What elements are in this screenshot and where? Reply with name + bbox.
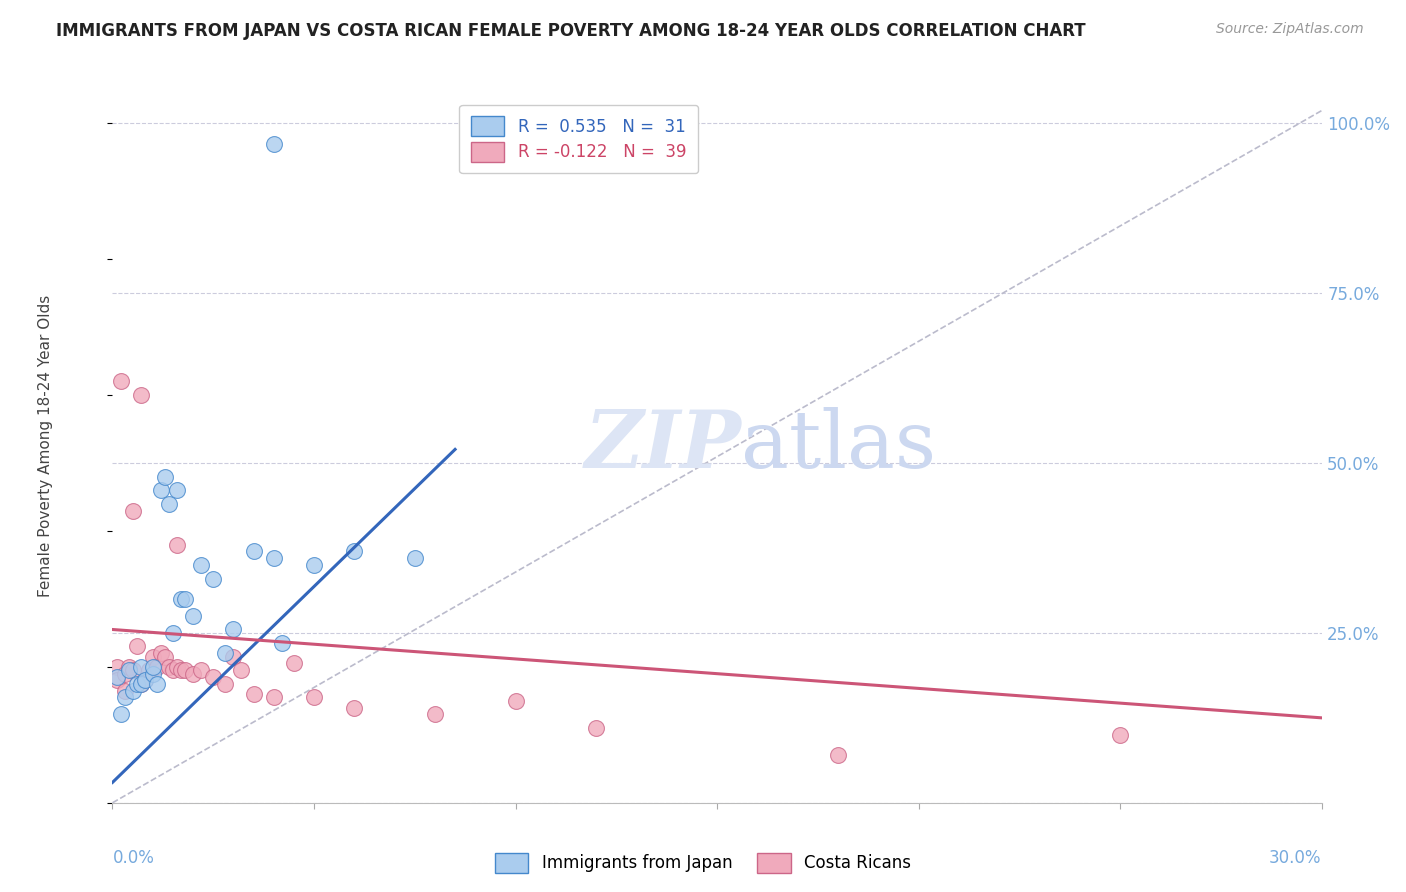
- Legend: Immigrants from Japan, Costa Ricans: Immigrants from Japan, Costa Ricans: [488, 847, 918, 880]
- Point: [202, 572, 225, 586]
- Point: [585, 721, 607, 735]
- Point: [121, 683, 143, 698]
- Point: [242, 687, 264, 701]
- Point: [117, 660, 139, 674]
- Text: IMMIGRANTS FROM JAPAN VS COSTA RICAN FEMALE POVERTY AMONG 18-24 YEAR OLDS CORREL: IMMIGRANTS FROM JAPAN VS COSTA RICAN FEM…: [56, 22, 1085, 40]
- Point: [263, 551, 285, 566]
- Text: ZIP: ZIP: [585, 408, 741, 484]
- Point: [157, 660, 180, 674]
- Point: [166, 483, 188, 498]
- Point: [105, 673, 128, 688]
- Point: [125, 677, 148, 691]
- Point: [222, 623, 245, 637]
- Point: [302, 690, 325, 705]
- Point: [202, 670, 225, 684]
- Point: [105, 670, 128, 684]
- Point: [166, 660, 188, 674]
- Point: [129, 388, 152, 402]
- Point: [162, 663, 184, 677]
- Text: 0.0%: 0.0%: [112, 849, 155, 867]
- Point: [146, 660, 169, 674]
- Point: [105, 660, 128, 674]
- Point: [134, 673, 156, 688]
- Text: Female Poverty Among 18-24 Year Olds: Female Poverty Among 18-24 Year Olds: [38, 295, 53, 597]
- Point: [157, 497, 180, 511]
- Point: [114, 683, 136, 698]
- Point: [121, 663, 143, 677]
- Point: [114, 666, 136, 681]
- Point: [170, 591, 193, 606]
- Point: [162, 626, 184, 640]
- Point: [343, 544, 366, 558]
- Point: [214, 677, 236, 691]
- Point: [263, 136, 285, 151]
- Point: [142, 660, 165, 674]
- Legend: R =  0.535   N =  31, R = -0.122   N =  39: R = 0.535 N = 31, R = -0.122 N = 39: [460, 104, 697, 173]
- Point: [1109, 728, 1132, 742]
- Point: [263, 690, 285, 705]
- Point: [149, 483, 172, 498]
- Point: [129, 677, 152, 691]
- Point: [190, 558, 212, 572]
- Point: [222, 649, 245, 664]
- Point: [423, 707, 446, 722]
- Point: [174, 663, 197, 677]
- Point: [117, 663, 139, 677]
- Point: [129, 660, 152, 674]
- Point: [110, 707, 132, 722]
- Text: Source: ZipAtlas.com: Source: ZipAtlas.com: [1216, 22, 1364, 37]
- Point: [190, 663, 212, 677]
- Point: [505, 694, 527, 708]
- Point: [283, 657, 305, 671]
- Text: 30.0%: 30.0%: [1270, 849, 1322, 867]
- Point: [827, 748, 849, 763]
- Point: [242, 544, 264, 558]
- Point: [181, 608, 204, 623]
- Point: [153, 469, 176, 483]
- Point: [181, 666, 204, 681]
- Point: [404, 551, 426, 566]
- Point: [170, 663, 193, 677]
- Point: [302, 558, 325, 572]
- Point: [129, 677, 152, 691]
- Point: [343, 700, 366, 714]
- Point: [149, 646, 172, 660]
- Point: [214, 646, 236, 660]
- Point: [142, 649, 165, 664]
- Point: [153, 649, 176, 664]
- Point: [110, 375, 132, 389]
- Point: [166, 537, 188, 551]
- Point: [114, 690, 136, 705]
- Point: [174, 591, 197, 606]
- Point: [231, 663, 253, 677]
- Point: [270, 636, 292, 650]
- Point: [125, 640, 148, 654]
- Point: [142, 666, 165, 681]
- Point: [146, 677, 169, 691]
- Point: [134, 673, 156, 688]
- Point: [138, 663, 160, 677]
- Point: [121, 503, 143, 517]
- Text: atlas: atlas: [741, 407, 936, 485]
